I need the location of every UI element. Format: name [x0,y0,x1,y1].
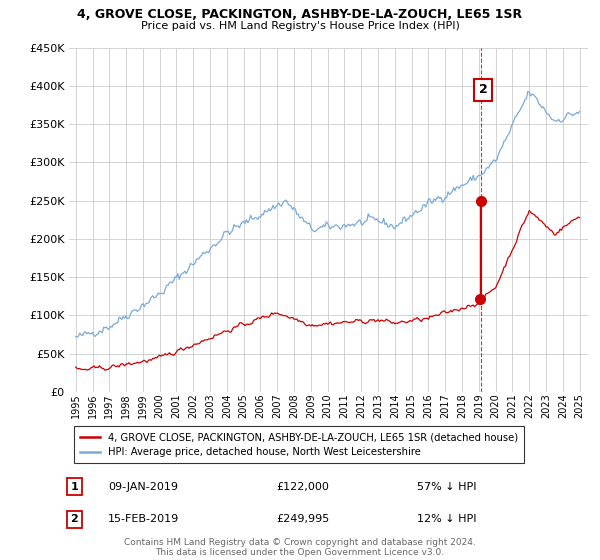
Text: 1: 1 [70,482,78,492]
Text: 09-JAN-2019: 09-JAN-2019 [108,482,178,492]
Text: Contains HM Land Registry data © Crown copyright and database right 2024.
This d: Contains HM Land Registry data © Crown c… [124,538,476,557]
Text: £122,000: £122,000 [277,482,329,492]
Text: Price paid vs. HM Land Registry's House Price Index (HPI): Price paid vs. HM Land Registry's House … [140,21,460,31]
Text: 15-FEB-2019: 15-FEB-2019 [108,515,179,524]
Text: £249,995: £249,995 [277,515,330,524]
Text: 4, GROVE CLOSE, PACKINGTON, ASHBY-DE-LA-ZOUCH, LE65 1SR: 4, GROVE CLOSE, PACKINGTON, ASHBY-DE-LA-… [77,8,523,21]
Text: 2: 2 [479,83,487,96]
Legend: 4, GROVE CLOSE, PACKINGTON, ASHBY-DE-LA-ZOUCH, LE65 1SR (detached house), HPI: A: 4, GROVE CLOSE, PACKINGTON, ASHBY-DE-LA-… [74,426,524,463]
Text: 12% ↓ HPI: 12% ↓ HPI [417,515,476,524]
Text: 57% ↓ HPI: 57% ↓ HPI [417,482,476,492]
Text: 2: 2 [70,515,78,524]
